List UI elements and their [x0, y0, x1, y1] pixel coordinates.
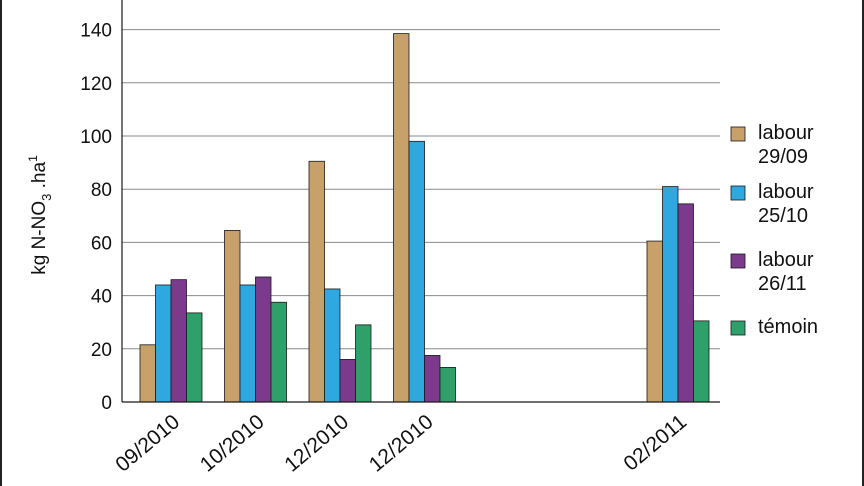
bar [139, 344, 156, 403]
bar [255, 276, 272, 403]
y-tick-label: 120 [80, 74, 112, 95]
y-axis-label-sup: 1 [26, 155, 40, 162]
bar [677, 203, 694, 403]
x-category-label: 02/2011 [619, 410, 691, 475]
bar [170, 279, 187, 403]
y-axis-label: kg N-NO3 .ha1 [26, 155, 54, 275]
y-tick-label: 20 [91, 340, 112, 361]
y-axis-label-sub: 3 [39, 194, 54, 201]
bar [224, 230, 241, 403]
bar [439, 367, 456, 403]
y-tick-label: 100 [80, 127, 112, 148]
bar [424, 355, 441, 403]
x-category-label: 12/2010 [365, 410, 438, 476]
y-axis-label-main: kg N-NO [29, 201, 50, 275]
legend-label: 29/09 [758, 146, 808, 168]
legend-label: labour [758, 181, 814, 203]
bar [186, 312, 203, 403]
legend-swatch [730, 320, 746, 336]
bar [155, 284, 172, 403]
x-category-label: 12/2010 [280, 410, 353, 476]
bar [239, 284, 256, 403]
bar [693, 320, 710, 403]
bar [662, 186, 679, 403]
bar [408, 140, 425, 403]
x-category-labels: 09/2010 10/2010 12/2010 12/2010 02/2011 [111, 410, 691, 476]
legend-label: labour [758, 122, 814, 144]
legend-label: témoin [758, 316, 818, 338]
x-category-label: 09/2010 [111, 410, 184, 476]
legend-label: 25/10 [758, 205, 808, 227]
y-tick-label: 80 [91, 180, 112, 201]
bars [139, 33, 710, 403]
bar [270, 301, 287, 403]
y-tick-label: 140 [80, 21, 112, 42]
y-axis-label-mid: .ha [29, 162, 50, 194]
y-tick-labels: 0 20 40 60 80 100 120 140 [80, 21, 112, 414]
legend-label: 26/11 [758, 273, 807, 295]
axes [121, 0, 720, 403]
x-category-label: 10/2010 [196, 410, 269, 476]
y-tick-label: 60 [91, 233, 112, 254]
legend-label: labour [758, 249, 814, 271]
legend-swatch [730, 253, 746, 269]
y-tick-label: 0 [101, 393, 112, 414]
legend-swatch [730, 185, 746, 201]
legend-swatch [730, 126, 746, 142]
bar [355, 324, 372, 403]
bar [393, 33, 410, 403]
bar [339, 359, 356, 403]
y-tick-label: 40 [91, 287, 112, 308]
bar [646, 240, 663, 403]
bar [324, 288, 341, 403]
bar [308, 160, 325, 403]
